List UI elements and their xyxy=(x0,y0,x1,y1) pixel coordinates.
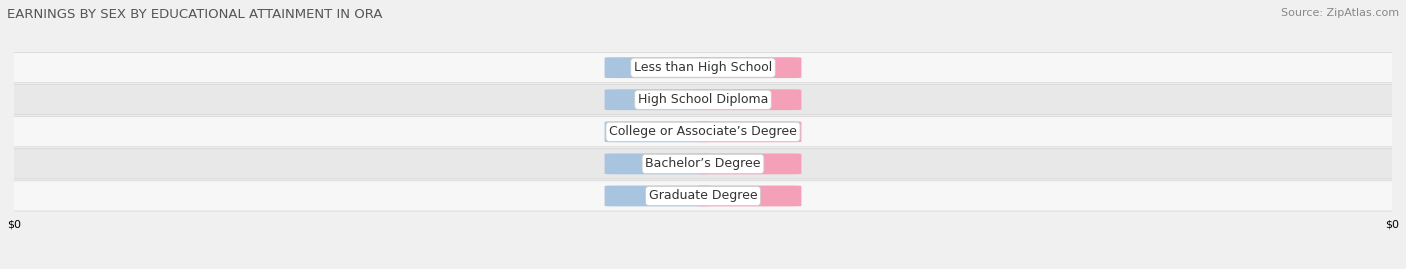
Text: $0: $0 xyxy=(741,63,756,73)
FancyBboxPatch shape xyxy=(605,121,710,142)
Text: Bachelor’s Degree: Bachelor’s Degree xyxy=(645,157,761,170)
FancyBboxPatch shape xyxy=(696,121,801,142)
Text: $0: $0 xyxy=(650,95,665,105)
FancyBboxPatch shape xyxy=(696,153,801,174)
Text: $0: $0 xyxy=(741,191,756,201)
Text: $0: $0 xyxy=(650,191,665,201)
Text: $0: $0 xyxy=(741,127,756,137)
FancyBboxPatch shape xyxy=(0,53,1406,83)
FancyBboxPatch shape xyxy=(696,186,801,206)
Text: Source: ZipAtlas.com: Source: ZipAtlas.com xyxy=(1281,8,1399,18)
FancyBboxPatch shape xyxy=(605,89,710,110)
FancyBboxPatch shape xyxy=(605,57,710,78)
FancyBboxPatch shape xyxy=(696,57,801,78)
Text: Less than High School: Less than High School xyxy=(634,61,772,74)
FancyBboxPatch shape xyxy=(605,153,710,174)
FancyBboxPatch shape xyxy=(0,85,1406,115)
Text: $0: $0 xyxy=(650,159,665,169)
Text: EARNINGS BY SEX BY EDUCATIONAL ATTAINMENT IN ORA: EARNINGS BY SEX BY EDUCATIONAL ATTAINMEN… xyxy=(7,8,382,21)
Text: $0: $0 xyxy=(650,127,665,137)
Text: High School Diploma: High School Diploma xyxy=(638,93,768,106)
Text: $0: $0 xyxy=(741,159,756,169)
FancyBboxPatch shape xyxy=(0,181,1406,211)
Text: $0: $0 xyxy=(650,63,665,73)
Text: $0: $0 xyxy=(741,95,756,105)
FancyBboxPatch shape xyxy=(696,89,801,110)
FancyBboxPatch shape xyxy=(0,149,1406,179)
Text: Graduate Degree: Graduate Degree xyxy=(648,189,758,203)
FancyBboxPatch shape xyxy=(0,117,1406,147)
FancyBboxPatch shape xyxy=(605,186,710,206)
Text: College or Associate’s Degree: College or Associate’s Degree xyxy=(609,125,797,138)
